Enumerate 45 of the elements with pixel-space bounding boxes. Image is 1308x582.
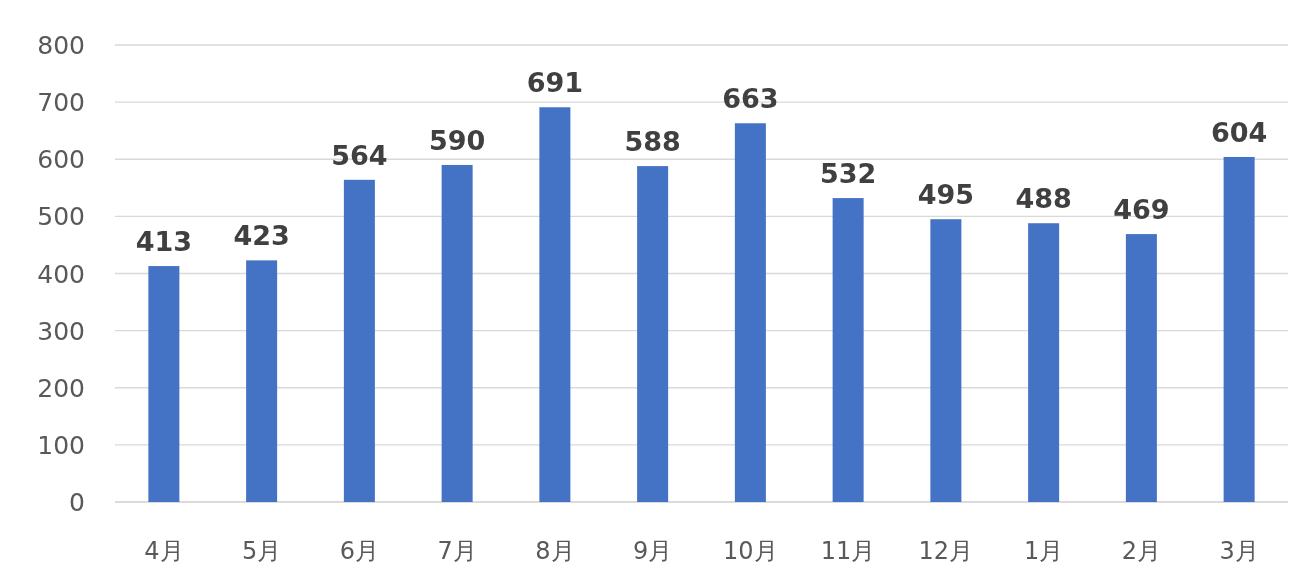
data-label: 413 xyxy=(135,226,193,258)
x-tick-label: 10月 xyxy=(723,537,778,565)
data-label: 469 xyxy=(1113,194,1170,226)
x-tick-label: 5月 xyxy=(241,537,282,565)
data-label: 532 xyxy=(819,158,877,190)
x-tick-label: 2月 xyxy=(1121,537,1162,565)
bar xyxy=(1028,223,1060,502)
x-tick-label: 8月 xyxy=(535,537,575,565)
y-tick-label: 300 xyxy=(37,316,85,346)
data-label: 691 xyxy=(526,67,584,99)
x-tick-label: 4月 xyxy=(144,537,184,565)
data-label: 663 xyxy=(722,83,779,115)
y-tick-label: 500 xyxy=(37,202,85,232)
bar xyxy=(343,179,375,502)
y-tick-label: 700 xyxy=(37,88,85,118)
bar xyxy=(539,107,571,502)
x-tick-label: 1月 xyxy=(1023,537,1064,565)
data-label: 423 xyxy=(233,220,290,252)
x-tick-label: 11月 xyxy=(820,537,876,565)
y-tick-label: 0 xyxy=(69,488,85,517)
y-tick-label: 600 xyxy=(37,145,85,175)
bar xyxy=(1125,234,1157,502)
x-tick-label: 3月 xyxy=(1219,537,1259,565)
y-tick-label: 200 xyxy=(37,373,85,403)
x-tick-label: 6月 xyxy=(339,537,380,565)
x-tick-label: 9月 xyxy=(632,537,673,565)
data-label: 488 xyxy=(1015,183,1072,215)
bar xyxy=(441,164,473,502)
data-label: 588 xyxy=(624,126,681,158)
data-label: 604 xyxy=(1210,116,1268,148)
bar xyxy=(637,166,669,502)
bar xyxy=(930,219,962,502)
bar xyxy=(832,198,864,502)
x-tick-label: 7月 xyxy=(437,537,477,565)
data-label: 564 xyxy=(331,139,388,171)
data-label: 495 xyxy=(917,179,975,211)
bar xyxy=(734,123,766,502)
bar xyxy=(1223,156,1255,502)
y-tick-label: 800 xyxy=(37,31,85,60)
x-tick-label: 12月 xyxy=(918,537,974,565)
bar xyxy=(246,260,278,502)
y-tick-label: 100 xyxy=(37,430,85,460)
bar xyxy=(148,266,180,502)
y-tick-label: 400 xyxy=(37,259,85,289)
data-label: 590 xyxy=(428,124,486,156)
